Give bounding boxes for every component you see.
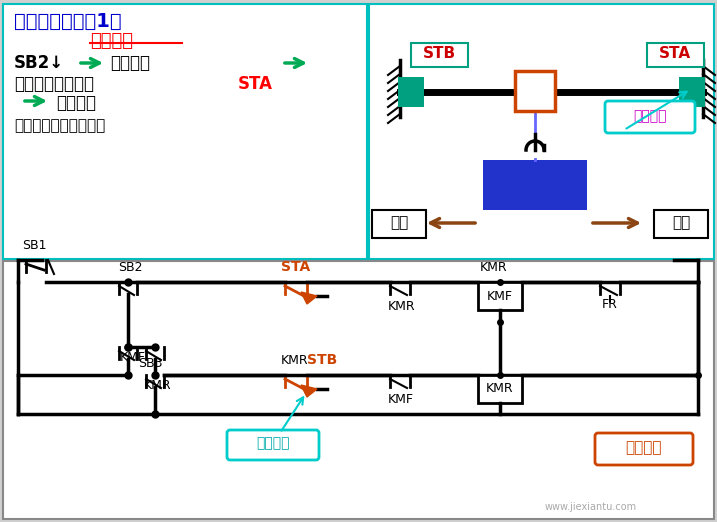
Text: STB: STB: [422, 46, 455, 62]
Text: STB: STB: [307, 353, 337, 367]
Text: 控制回路: 控制回路: [626, 441, 663, 456]
Text: KMF: KMF: [120, 351, 146, 364]
Text: STA: STA: [659, 46, 691, 62]
FancyBboxPatch shape: [647, 43, 704, 67]
Text: STA: STA: [281, 260, 310, 274]
Bar: [3, 261, 714, 519]
Text: STA: STA: [238, 75, 273, 93]
Text: KMF: KMF: [487, 290, 513, 303]
Text: 逃程: 逃程: [390, 216, 408, 231]
Bar: [679, 77, 705, 107]
Text: 限位开关: 限位开关: [633, 109, 667, 123]
Bar: [369, 4, 714, 259]
Bar: [483, 160, 587, 210]
FancyBboxPatch shape: [605, 101, 695, 133]
Text: （反向运行同样分析）: （反向运行同样分析）: [14, 118, 105, 133]
FancyBboxPatch shape: [227, 430, 319, 460]
Bar: [398, 77, 424, 107]
Bar: [478, 282, 522, 310]
Text: SB2↓: SB2↓: [14, 54, 64, 72]
Polygon shape: [301, 385, 317, 397]
Text: KMR: KMR: [281, 354, 308, 367]
Bar: [515, 71, 555, 111]
Text: 至右极端位置撞开: 至右极端位置撞开: [14, 75, 94, 93]
Text: SB2: SB2: [118, 261, 143, 274]
Text: 动作过程: 动作过程: [90, 32, 133, 50]
Text: 正向运行: 正向运行: [110, 54, 150, 72]
FancyBboxPatch shape: [595, 433, 693, 465]
Polygon shape: [301, 292, 317, 304]
Bar: [478, 375, 522, 403]
Text: 行程控制电路（1）: 行程控制电路（1）: [14, 12, 122, 31]
Text: KMR: KMR: [388, 300, 416, 313]
FancyBboxPatch shape: [654, 210, 708, 238]
Text: SB3: SB3: [138, 357, 163, 370]
Text: www.jiexiantu.com: www.jiexiantu.com: [545, 502, 637, 512]
Text: FR: FR: [602, 298, 618, 311]
Text: KMR: KMR: [144, 379, 171, 392]
Text: KMR: KMR: [486, 383, 514, 396]
Text: 电机停车: 电机停车: [56, 94, 96, 112]
FancyBboxPatch shape: [411, 43, 468, 67]
Text: SB1: SB1: [22, 239, 47, 252]
Text: 正程: 正程: [672, 216, 690, 231]
FancyBboxPatch shape: [372, 210, 426, 238]
Text: KMR: KMR: [480, 261, 508, 274]
Bar: [3, 4, 367, 259]
Text: KMF: KMF: [388, 393, 414, 406]
Text: 限位开关: 限位开关: [256, 436, 290, 450]
